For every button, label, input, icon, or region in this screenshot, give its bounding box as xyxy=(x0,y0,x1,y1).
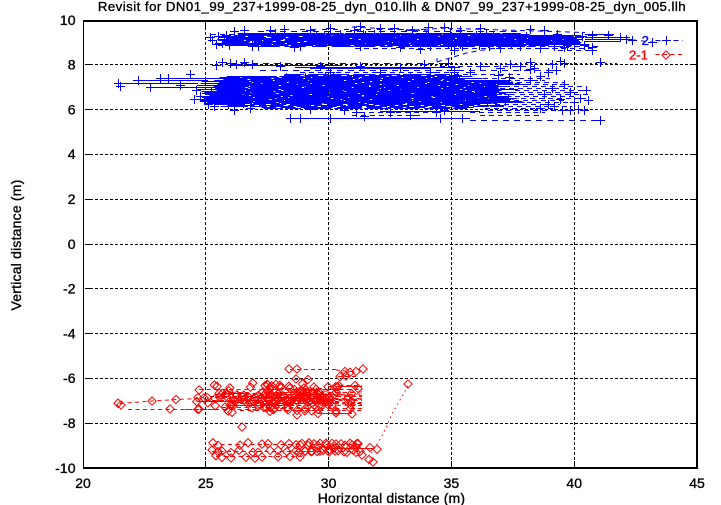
svg-text:6: 6 xyxy=(68,101,76,117)
svg-text:2: 2 xyxy=(642,33,649,48)
svg-text:8: 8 xyxy=(68,57,76,73)
svg-text:-6: -6 xyxy=(63,370,76,386)
svg-text:30: 30 xyxy=(321,475,337,491)
svg-text:-4: -4 xyxy=(63,325,76,341)
svg-text:Horizontal distance (m): Horizontal distance (m) xyxy=(318,490,465,505)
svg-text:40: 40 xyxy=(566,475,582,491)
svg-text:10: 10 xyxy=(60,12,76,28)
svg-text:0: 0 xyxy=(68,236,76,252)
svg-text:Vertical distance (m): Vertical distance (m) xyxy=(8,179,24,310)
svg-text:45: 45 xyxy=(689,475,705,491)
svg-text:-10: -10 xyxy=(55,460,75,476)
svg-text:2-1: 2-1 xyxy=(629,48,648,63)
svg-text:20: 20 xyxy=(75,475,91,491)
svg-text:-2: -2 xyxy=(63,281,76,297)
svg-text:4: 4 xyxy=(68,146,76,162)
svg-text:Revisit for DN01_99_237+1999-0: Revisit for DN01_99_237+1999-08-25_dyn_0… xyxy=(98,0,686,14)
svg-text:-8: -8 xyxy=(63,415,76,431)
svg-text:2: 2 xyxy=(68,191,76,207)
svg-text:35: 35 xyxy=(444,475,460,491)
svg-text:25: 25 xyxy=(198,475,214,491)
